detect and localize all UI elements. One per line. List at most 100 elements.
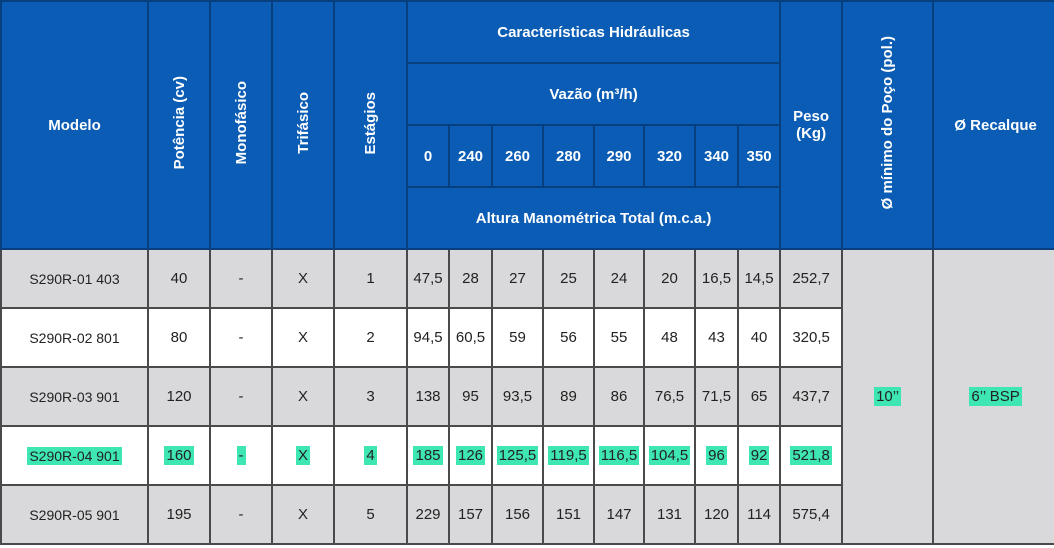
header-vazao: Vazão (m³/h) (405, 62, 782, 126)
cell-altura: 104,5 (643, 425, 696, 486)
cell-modelo: S290R-05 901 (0, 484, 149, 545)
cell-potencia: 160 (147, 425, 211, 486)
cell-estagios: 4 (333, 425, 408, 486)
cell-potencia: 120 (147, 366, 211, 427)
cell-monofasico-text: - (236, 446, 246, 465)
cell-trifasico: X (271, 484, 335, 545)
cell-altura-text: 151 (555, 506, 582, 523)
header-recalque: Ø Recalque (932, 0, 1054, 250)
cell-altura-text: 119,5 (548, 446, 589, 465)
header-poco: Ø mínimo do Poço (pol.) (841, 0, 935, 250)
cell-peso: 252,7 (779, 248, 844, 309)
cell-altura-text: 16,5 (701, 270, 732, 287)
header-potencia: Potência (cv) (147, 0, 211, 250)
cell-altura-text: 56 (560, 329, 577, 346)
cell-trifasico-text: X (295, 446, 310, 465)
cell-altura-text: 27 (509, 270, 526, 287)
cell-altura-text: 138 (415, 388, 441, 405)
cell-trifasico-text: X (297, 329, 308, 346)
cell-monofasico: - (209, 307, 273, 368)
cell-altura: 131 (643, 484, 696, 545)
cell-monofasico-text: - (238, 506, 244, 523)
cell-altura: 43 (694, 307, 739, 368)
cell-trifasico: X (271, 366, 335, 427)
header-flow-7: 350 (736, 124, 782, 188)
cell-altura: 116,5 (593, 425, 645, 486)
cell-altura-text: 28 (462, 270, 479, 287)
cell-altura-text: 92 (748, 446, 770, 465)
cell-altura: 71,5 (694, 366, 739, 427)
cell-altura: 24 (593, 248, 645, 309)
cell-trifasico-text: X (297, 388, 308, 405)
header-modelo: Modelo (0, 0, 149, 250)
cell-trifasico: X (271, 425, 335, 486)
cell-monofasico-text: - (238, 329, 244, 346)
cell-altura-text: 25 (560, 270, 577, 287)
cell-altura-text: 104,5 (648, 446, 691, 465)
cell-modelo-text: S290R-01 403 (29, 270, 120, 287)
cell-altura: 114 (736, 484, 782, 545)
cell-altura-text: 147 (606, 506, 632, 523)
cell-peso: 575,4 (779, 484, 844, 545)
table-row: S290R-04 901 160 - X 4 185 126 125,5 119,5 116,5 1… (0, 425, 1054, 486)
cell-altura-text: 76,5 (654, 388, 685, 405)
cell-altura: 138 (406, 366, 450, 427)
cell-altura-text: 86 (610, 388, 628, 405)
cell-peso: 437,7 (779, 366, 844, 427)
cell-altura: 126 (448, 425, 493, 486)
cell-altura-text: 65 (750, 388, 768, 405)
cell-trifasico: X (271, 248, 335, 309)
cell-potencia: 40 (147, 248, 211, 309)
cell-potencia: 195 (147, 484, 211, 545)
cell-potencia-text: 160 (164, 446, 194, 465)
cell-altura: 95 (448, 366, 493, 427)
header-flow-5: 320 (643, 124, 696, 188)
cell-altura: 47,5 (406, 248, 450, 309)
cell-altura-text: 40 (750, 329, 768, 346)
cell-altura-text: 157 (457, 506, 484, 523)
cell-monofasico: - (209, 366, 273, 427)
cell-altura: 92 (736, 425, 782, 486)
cell-altura: 151 (542, 484, 595, 545)
cell-altura: 59 (491, 307, 544, 368)
table-row: S290R-02 801 80 - X 2 94,5 60,5 59 56 55 48 43 40 320… (0, 307, 1054, 368)
cell-peso: 320,5 (779, 307, 844, 368)
cell-peso-text: 521,8 (790, 446, 832, 465)
cell-trifasico-text: X (297, 506, 308, 523)
cell-altura: 40 (736, 307, 782, 368)
table-row: S290R-03 901 120 - X 3 138 95 93,5 89 86 76,5 71,5 6… (0, 366, 1054, 427)
cell-recalque: 6’’ BSP (932, 248, 1054, 545)
cell-altura: 60,5 (448, 307, 493, 368)
cell-altura: 65 (736, 366, 782, 427)
cell-altura-text: 89 (560, 388, 577, 405)
cell-altura: 28 (448, 248, 493, 309)
cell-altura-text: 14,5 (744, 270, 774, 287)
cell-altura-text: 59 (509, 329, 526, 346)
cell-altura: 229 (406, 484, 450, 545)
cell-altura-text: 229 (415, 506, 441, 523)
cell-altura-text: 47,5 (413, 270, 443, 287)
cell-estagios-text: 1 (366, 270, 375, 287)
cell-altura: 89 (542, 366, 595, 427)
cell-monofasico-text: - (238, 270, 244, 287)
header-flow-4: 290 (593, 124, 645, 188)
cell-trifasico: X (271, 307, 335, 368)
cell-modelo: S290R-04 901 (0, 425, 149, 486)
cell-altura-text: 93,5 (502, 388, 533, 405)
cell-altura-text: 95 (462, 388, 479, 405)
cell-modelo-text: S290R-03 901 (29, 388, 120, 405)
cell-altura-text: 185 (413, 446, 443, 465)
cell-altura: 56 (542, 307, 595, 368)
cell-recalque-text: 6’’ BSP (969, 387, 1022, 406)
cell-peso-text: 575,4 (792, 506, 830, 523)
header-peso: Peso (Kg) (779, 0, 844, 250)
cell-estagios: 2 (333, 307, 408, 368)
cell-altura: 25 (542, 248, 595, 309)
cell-estagios-text: 4 (364, 446, 377, 465)
header-flow-0: 0 (406, 124, 450, 188)
cell-modelo: S290R-03 901 (0, 366, 149, 427)
cell-trifasico-text: X (297, 270, 308, 287)
cell-potencia-text: 40 (170, 270, 188, 287)
cell-altura-text: 60,5 (455, 329, 486, 346)
